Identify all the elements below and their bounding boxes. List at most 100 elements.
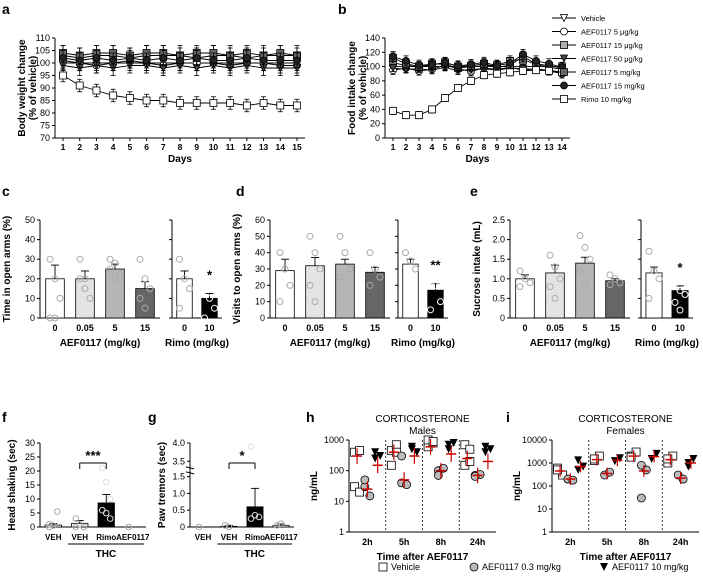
y-tick-label: 95 (40, 71, 50, 81)
x-axis-label: Days (466, 154, 490, 165)
y-axis-label: Food intake change (347, 41, 358, 135)
individual-point (247, 443, 255, 450)
individual-point (111, 275, 119, 283)
x-tick-label: 9 (194, 142, 199, 152)
individual-point (46, 314, 54, 322)
y-tick-label: 100 (532, 481, 547, 491)
individual-point (650, 267, 658, 275)
individual-point (106, 255, 114, 263)
individual-point (136, 294, 144, 302)
y-axis-label: Body weight change (17, 39, 28, 137)
y-axis-label: ng/mL (512, 471, 523, 501)
individual-point (376, 273, 384, 281)
bar (176, 278, 193, 319)
x-tick-label: 10 (505, 142, 515, 152)
data-point-aef-high (486, 445, 495, 454)
data-point (209, 99, 218, 107)
x-tick-label: 15 (292, 142, 302, 152)
x-tick-label: 4 (430, 142, 435, 152)
individual-point (211, 304, 218, 312)
y-axis-label: ng/mL (309, 471, 320, 501)
data-point (506, 59, 514, 67)
y-axis-label: Sucrose intake (mL) (472, 221, 483, 317)
data-point-aef-high (371, 448, 380, 457)
x-tick-label: 5h (602, 537, 613, 547)
data-point (293, 56, 301, 65)
x-tick-label: 0 (522, 323, 527, 333)
x-tick-label: 2 (404, 142, 409, 152)
individual-point (437, 298, 444, 306)
data-point (142, 96, 151, 105)
individual-point (225, 523, 233, 531)
x-tick-label: 14 (276, 142, 286, 152)
data-point (415, 61, 423, 70)
y-tick-label: 100 (329, 466, 344, 476)
data-point (59, 54, 67, 62)
individual-point (516, 283, 524, 291)
y-axis-label: (% of vehicle) (358, 56, 369, 120)
data-point (480, 71, 488, 80)
y-axis-label: (% of vehicle) (28, 56, 39, 120)
individual-point (106, 495, 114, 503)
x-tick-label: 15 (140, 323, 150, 333)
individual-point (611, 275, 619, 283)
y-tick-label: 75 (40, 121, 50, 131)
y-tick-label: 2.5 (492, 215, 505, 225)
x-tick-label: 11 (519, 142, 528, 152)
x-axis-label: Rimo (mg/kg) (635, 338, 699, 349)
individual-point (186, 285, 193, 293)
data-point (226, 56, 235, 65)
x-tick-label: 8h (436, 537, 447, 547)
x-tick-label: 0 (651, 323, 656, 333)
x-tick-label: 8h (639, 537, 650, 547)
x-tick-label: 12 (531, 142, 541, 152)
data-point (545, 59, 553, 68)
individual-point (366, 281, 374, 289)
individual-point (546, 251, 554, 259)
x-tick-label: 0.05 (546, 323, 564, 333)
x-tick-label: Rimo (96, 533, 116, 542)
y-tick-label: 0 (30, 313, 35, 323)
y-tick-label: 40 (25, 235, 35, 245)
data-point (259, 56, 268, 65)
individual-point (45, 523, 53, 531)
y-tick-label: 0.5 (492, 293, 505, 303)
data-point (532, 66, 540, 75)
individual-point (255, 513, 263, 521)
y-tick-label: 20 (25, 274, 35, 284)
individual-point (80, 523, 88, 531)
x-tick-label: 1 (391, 142, 396, 152)
individual-point (306, 281, 314, 289)
data-point (493, 69, 501, 78)
data-point (389, 52, 397, 61)
x-tick-label: 2 (77, 142, 82, 152)
legend-label: AEF0117 15 μg/kg (581, 41, 643, 50)
individual-point (281, 265, 289, 273)
x-tick-label: 1 (61, 142, 66, 152)
y-tick-label: 1.0 (492, 274, 505, 284)
individual-point (98, 464, 106, 472)
x-tick-label: 10 (209, 142, 219, 152)
x-tick-label: VEH (221, 533, 238, 542)
data-point-vehicle (386, 460, 396, 470)
data-point (293, 101, 301, 110)
x-tick-label: Rimo (245, 533, 265, 542)
individual-point (586, 255, 594, 263)
individual-point (681, 290, 689, 298)
individual-point (336, 232, 344, 240)
group-label: THC (244, 549, 265, 560)
x-tick-label: 15 (370, 323, 380, 333)
y-tick-label: 90 (40, 83, 50, 93)
legend-marker (378, 562, 388, 572)
data-point (142, 56, 151, 65)
x-tick-label: 8 (482, 142, 487, 152)
data-point (402, 111, 410, 120)
individual-point (671, 279, 679, 287)
data-point (176, 99, 184, 107)
data-point (415, 111, 423, 120)
data-point (242, 54, 251, 62)
panel-letter-c: c (2, 183, 10, 199)
x-tick-label: 0 (408, 323, 413, 333)
x-tick-label: 0 (182, 323, 187, 333)
bar (575, 262, 595, 319)
